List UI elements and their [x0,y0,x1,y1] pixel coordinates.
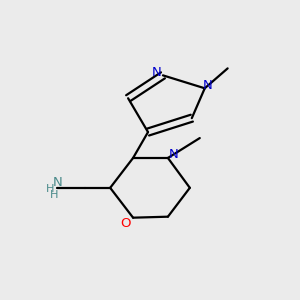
Text: H: H [46,184,54,194]
Text: N: N [202,80,212,92]
Text: N: N [52,176,62,189]
Text: O: O [120,217,131,230]
Text: N: N [152,67,162,80]
Text: H: H [50,190,59,200]
Text: N: N [168,148,178,161]
